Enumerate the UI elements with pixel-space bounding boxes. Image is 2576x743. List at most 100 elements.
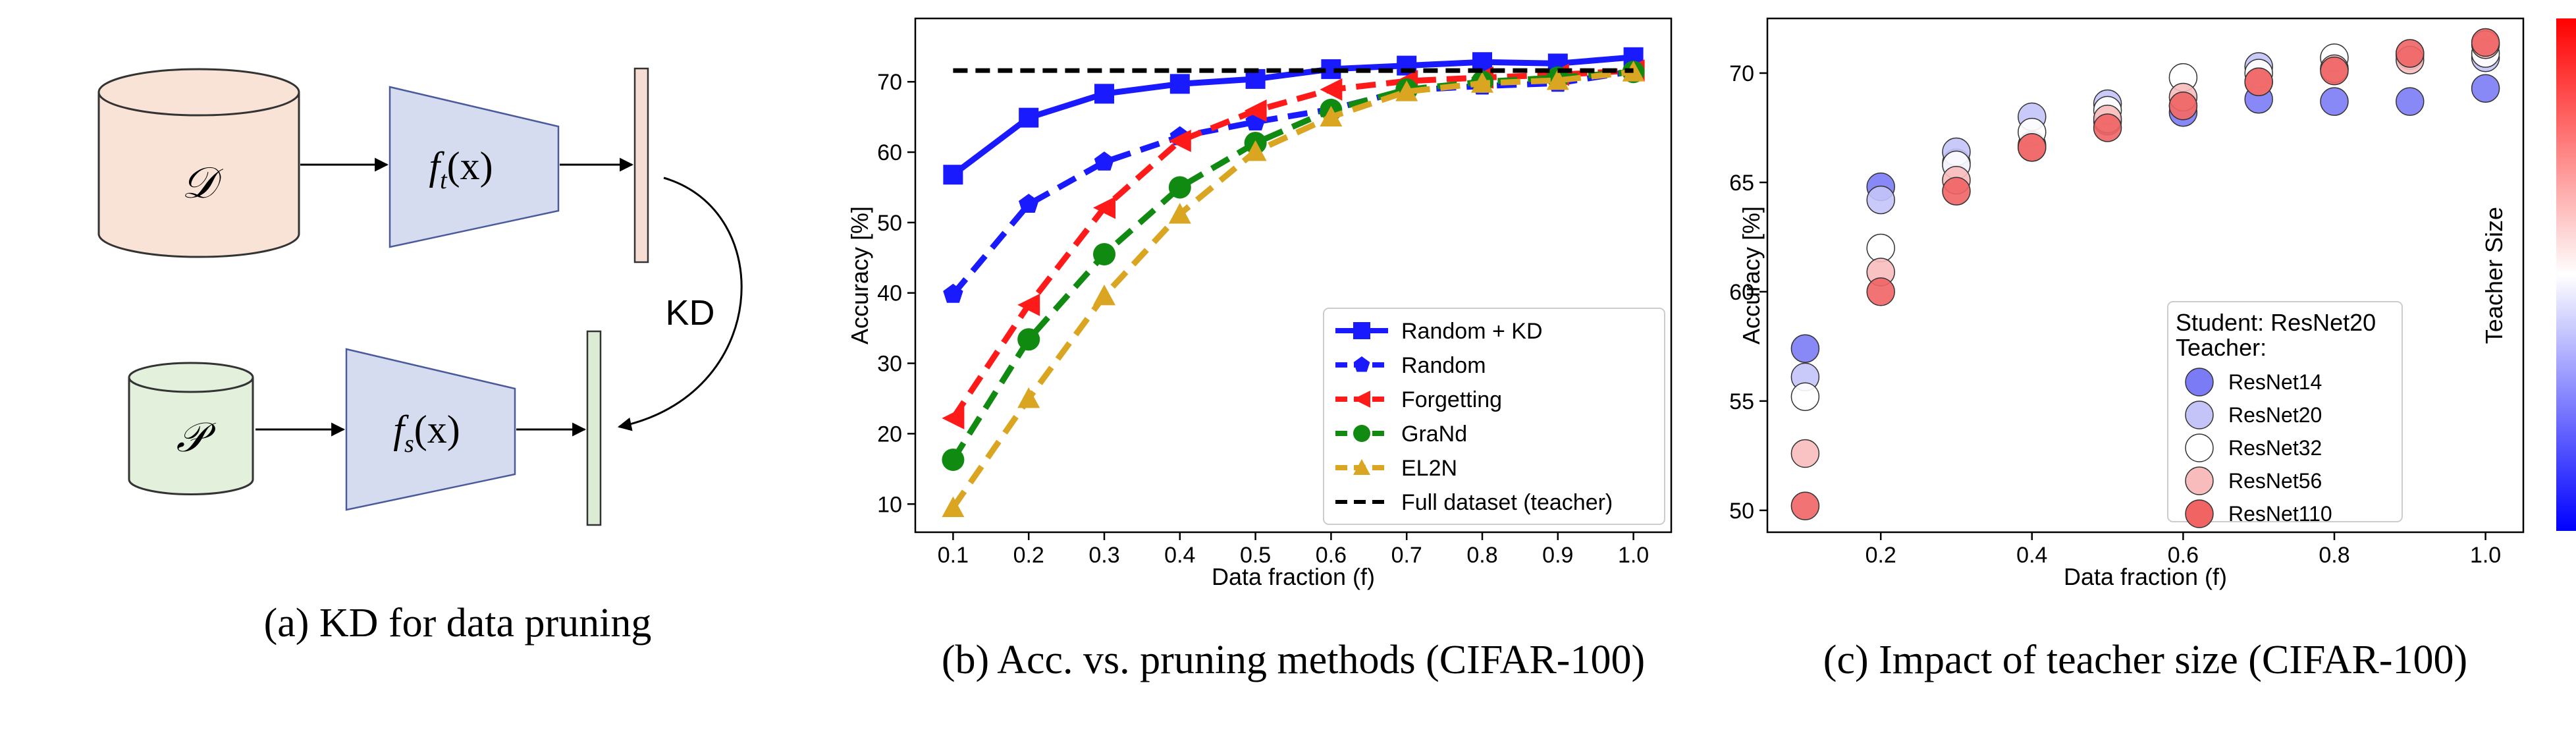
y-tick-label: 60 [1729, 280, 1754, 305]
legend-label: GraNd [1401, 422, 1467, 447]
data-point [1320, 78, 1343, 101]
chart-c-x-axis-label: Data fraction (f) [2064, 563, 2227, 590]
teacher-model-block: ft(x) [389, 86, 560, 248]
panel-a-diagram: 𝒟 ft(x) KD 𝒫 fs(x) (a) [97, 67, 743, 646]
series-line [950, 67, 1634, 420]
x-tick-label: 0.2 [1013, 543, 1044, 568]
data-point [1395, 80, 1418, 101]
data-point [1790, 491, 1820, 520]
legend-entry: GraNd [1335, 422, 1467, 447]
legend-entry: ResNet56 [2185, 466, 2322, 495]
legend-entry: ResNet110 [2185, 499, 2332, 528]
kd-arrow [617, 177, 743, 431]
chart-b-x-axis-label: Data fraction (f) [1212, 563, 1375, 590]
y-tick-label: 70 [1729, 61, 1754, 86]
x-tick-label: 1.0 [2470, 543, 2501, 568]
series-line [950, 68, 1634, 296]
data-point [1244, 140, 1267, 161]
x-tick-label: 0.5 [1240, 543, 1271, 568]
legend-marker [1353, 322, 1370, 339]
legend-label: ResNet110 [2228, 502, 2332, 526]
legend-label: ResNet56 [2228, 469, 2322, 493]
data-point [1168, 203, 1191, 224]
student-model-block: fs(x) [345, 348, 516, 511]
chart-c-legend-title-student: Student: ResNet20 [2176, 309, 2376, 336]
chart-b-legend: Random + KD Random Forgetting GraNd EL2N Full… [1323, 308, 1665, 525]
legend-label: ResNet32 [2228, 436, 2322, 460]
data-point [943, 283, 963, 303]
data-point [1866, 185, 1895, 215]
data-point [1168, 176, 1191, 199]
y-tick-label: 30 [877, 352, 902, 377]
legend-entry: Random + KD [1335, 319, 1543, 344]
x-tick-label: 0.8 [2319, 543, 2349, 568]
data-point [1169, 74, 1190, 94]
data-point [2396, 87, 2425, 116]
data-point [1790, 382, 1820, 411]
legend-entry: EL2N [1335, 456, 1457, 481]
series-line [950, 69, 1634, 510]
x-tick-label: 0.3 [1088, 543, 1119, 568]
data-point [1546, 69, 1569, 90]
legend-entry: ResNet20 [2185, 400, 2322, 429]
data-point [1093, 196, 1115, 219]
data-point [1866, 233, 1895, 263]
chart-b-series [942, 47, 1645, 518]
data-point [1942, 177, 1971, 206]
legend-marker [2185, 499, 2214, 528]
data-point [1017, 387, 1040, 408]
teacher-subscript: t [440, 167, 448, 194]
legend-entry: Forgetting [1335, 387, 1502, 412]
data-point [1094, 151, 1115, 171]
series-line [950, 69, 1634, 462]
legend-entry: Full dataset (teacher) [1335, 490, 1613, 515]
chart-b-frame [914, 17, 1673, 534]
chart-c-frame [1766, 17, 2525, 534]
series-resnet110 [1790, 28, 2500, 520]
data-point [1168, 129, 1191, 152]
data-point [1790, 439, 1820, 468]
chart-c-y-ticks: 50 55 60 65 70 [1729, 61, 1767, 524]
x-tick-label: 1.0 [1618, 543, 1649, 568]
legend-label: Random + KD [1401, 319, 1543, 344]
x-tick-label: 0.8 [1466, 543, 1497, 568]
y-tick-label: 55 [1729, 389, 1754, 414]
y-tick-label: 65 [1729, 171, 1754, 196]
data-point [2471, 28, 2500, 57]
data-point [942, 448, 965, 471]
y-tick-label: 20 [877, 422, 902, 447]
legend-label: ResNet14 [2228, 370, 2322, 394]
chart-c-legend: Student: ResNet20 Teacher: ResNet14 ResNe… [2167, 301, 2403, 528]
chart-b-y-axis-label: Accuracy [%] [846, 206, 873, 344]
svg-text:ft(x): ft(x) [429, 144, 493, 194]
teacher-arg: (x) [447, 144, 493, 188]
x-tick-label: 0.2 [1865, 543, 1896, 568]
caption-b: (b) Acc. vs. pruning methods (CIFAR-100) [942, 638, 1645, 682]
colorbar-label: Teacher Size [2481, 207, 2508, 344]
data-point [2396, 39, 2425, 68]
legend-label: Full dataset (teacher) [1401, 490, 1613, 515]
legend-marker [2185, 400, 2214, 429]
panel-c-chart: 0.2 0.4 0.6 0.8 1.0 50 55 60 65 70 Data fraction… [1729, 17, 2576, 682]
legend-marker [1353, 391, 1370, 408]
kd-label: KD [665, 293, 714, 333]
pruned-dataset-cylinder: 𝒫 [128, 362, 254, 495]
x-tick-label: 0.6 [2168, 543, 2199, 568]
data-point [1320, 105, 1343, 127]
legend-marker [1353, 425, 1370, 442]
x-tick-label: 0.4 [2016, 543, 2047, 568]
data-point [2093, 113, 2122, 142]
data-point [1093, 242, 1115, 265]
legend-label: Forgetting [1401, 387, 1502, 412]
chart-c-y-axis-label: Accuracy [%] [1738, 206, 1765, 344]
data-point [1094, 84, 1114, 104]
data-point [943, 165, 963, 185]
y-tick-label: 60 [877, 140, 902, 165]
data-point [2320, 87, 2349, 116]
legend-entry: ResNet14 [2185, 368, 2322, 397]
legend-entry: Random [1335, 353, 1486, 378]
legend-label: Random [1401, 353, 1486, 378]
data-point [1790, 334, 1820, 363]
data-point [2018, 133, 2047, 162]
